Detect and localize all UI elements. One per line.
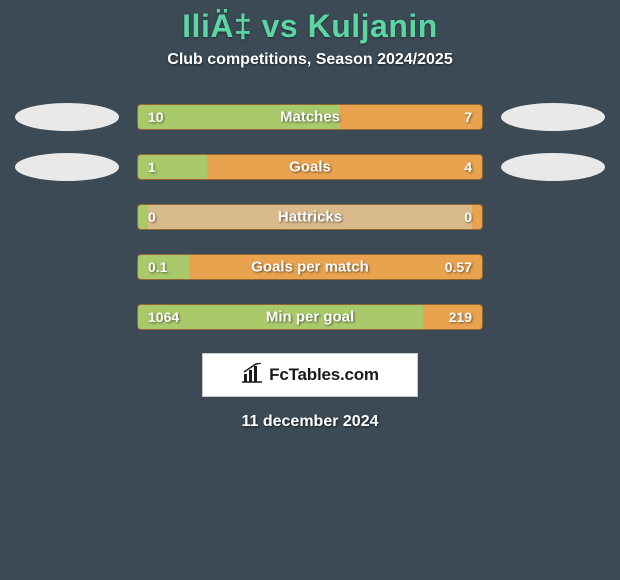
bar-seg-left <box>138 205 148 229</box>
bar-seg-right <box>207 155 482 179</box>
stat-value-left: 0.1 <box>148 259 167 275</box>
brand-text: FcTables.com <box>269 365 379 385</box>
stat-bar: 1064 219 Min per goal <box>137 304 483 330</box>
left-ellipse <box>15 103 119 131</box>
stat-bar: 1 4 Goals <box>137 154 483 180</box>
stat-label: Matches <box>280 109 340 126</box>
stat-bar: 10 7 Matches <box>137 104 483 130</box>
stat-label: Goals <box>289 159 331 176</box>
stat-value-left: 1064 <box>148 309 179 325</box>
stat-label: Min per goal <box>266 309 354 326</box>
stat-value-right: 0.57 <box>445 259 472 275</box>
stat-value-right: 7 <box>464 109 472 125</box>
stats-container: 10 7 Matches 1 4 Goals 0 0 Hattricks 0.1 0.57 Goals… <box>0 103 620 331</box>
stat-value-left: 1 <box>148 159 156 175</box>
stat-value-right: 219 <box>449 309 472 325</box>
stat-value-left: 10 <box>148 109 164 125</box>
page-subtitle: Club competitions, Season 2024/2025 <box>0 51 620 69</box>
stat-row: 0.1 0.57 Goals per match <box>0 253 620 281</box>
stat-row: 1 4 Goals <box>0 153 620 181</box>
bar-seg-right <box>340 105 482 129</box>
bar-seg-right <box>472 205 482 229</box>
right-ellipse <box>501 103 605 131</box>
footer-date: 11 december 2024 <box>0 413 620 431</box>
stat-row: 0 0 Hattricks <box>0 203 620 231</box>
stat-bar: 0 0 Hattricks <box>137 204 483 230</box>
stat-value-right: 0 <box>464 209 472 225</box>
stat-value-right: 4 <box>464 159 472 175</box>
stat-label: Goals per match <box>251 259 369 276</box>
bar-chart-icon <box>241 363 263 388</box>
stat-row: 1064 219 Min per goal <box>0 303 620 331</box>
stat-bar: 0.1 0.57 Goals per match <box>137 254 483 280</box>
stat-value-left: 0 <box>148 209 156 225</box>
stat-label: Hattricks <box>278 209 342 226</box>
stat-row: 10 7 Matches <box>0 103 620 131</box>
left-ellipse <box>15 153 119 181</box>
content-wrapper: IliÄ‡ vs Kuljanin Club competitions, Sea… <box>0 0 620 431</box>
brand-box: FcTables.com <box>202 353 418 397</box>
right-ellipse <box>501 153 605 181</box>
page-title: IliÄ‡ vs Kuljanin <box>0 8 620 45</box>
